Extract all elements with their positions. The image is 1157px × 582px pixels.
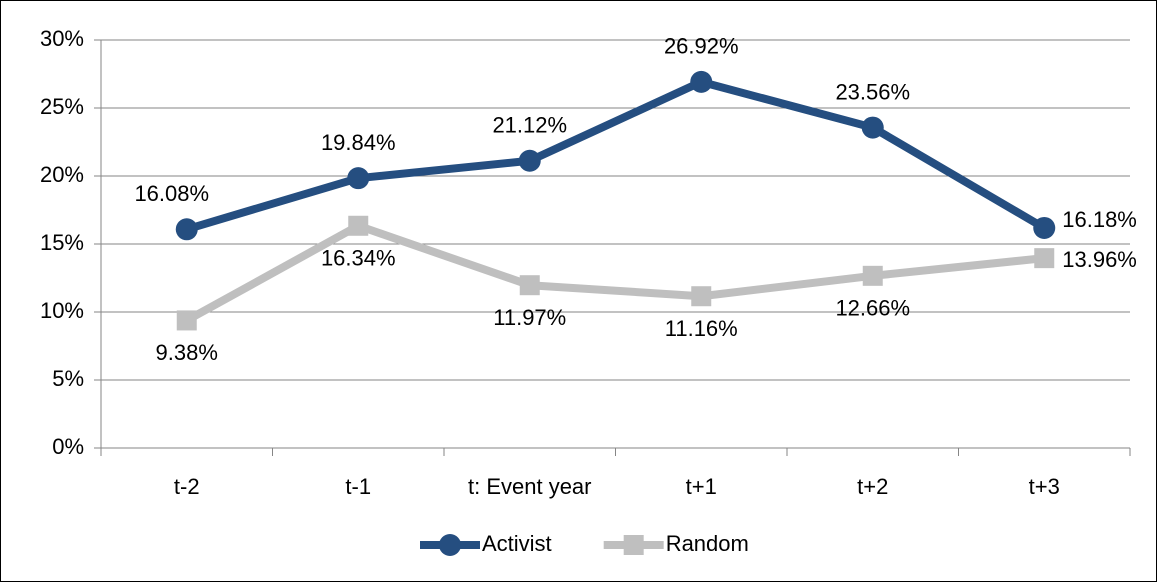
x-tick-label: t+2: [857, 474, 888, 499]
x-tick-label: t-1: [345, 474, 371, 499]
point-marker: [519, 275, 540, 296]
data-label: 16.34%: [321, 246, 396, 271]
y-tick-label: 30%: [40, 26, 84, 51]
data-label: 11.97%: [493, 305, 566, 330]
y-tick-label: 5%: [52, 366, 84, 391]
point-marker: [862, 265, 883, 286]
data-label: 12.66%: [835, 296, 910, 321]
y-tick-label: 10%: [40, 298, 84, 323]
series-line: [184, 221, 1045, 324]
point-marker: [348, 215, 369, 236]
y-tick-label: 25%: [40, 94, 84, 119]
y-tick-label: 15%: [40, 230, 84, 255]
x-tick-label: t-2: [174, 474, 200, 499]
point-marker: [518, 149, 541, 172]
y-tick-label: 0%: [52, 434, 84, 459]
data-label: 16.08%: [134, 181, 209, 206]
data-label: 11.16%: [665, 316, 738, 341]
point-marker: [1033, 216, 1056, 239]
legend-marker: [623, 535, 644, 555]
x-tick-label: t+1: [686, 474, 717, 499]
point-marker: [691, 286, 712, 307]
point-marker: [690, 70, 713, 93]
series-line: [185, 77, 1047, 234]
x-tick-label: t+3: [1029, 474, 1060, 499]
data-label: 13.96%: [1062, 247, 1137, 272]
point-marker: [1034, 248, 1055, 269]
point-marker: [861, 116, 884, 139]
y-tick-label: 20%: [40, 162, 84, 187]
x-tick-label: t: Event year: [468, 474, 592, 499]
point-marker: [347, 167, 370, 190]
point-marker: [176, 310, 197, 331]
data-label: 9.38%: [156, 340, 218, 365]
data-label: 19.84%: [321, 130, 396, 155]
data-label: 23.56%: [835, 79, 910, 104]
legend-label: Random: [666, 531, 749, 556]
legend-marker: [439, 534, 461, 556]
data-label: 16.18%: [1062, 207, 1137, 232]
legend-label: Activist: [482, 531, 552, 556]
data-label: 21.12%: [492, 113, 567, 138]
data-label: 26.92%: [664, 34, 739, 59]
point-marker: [175, 218, 198, 241]
